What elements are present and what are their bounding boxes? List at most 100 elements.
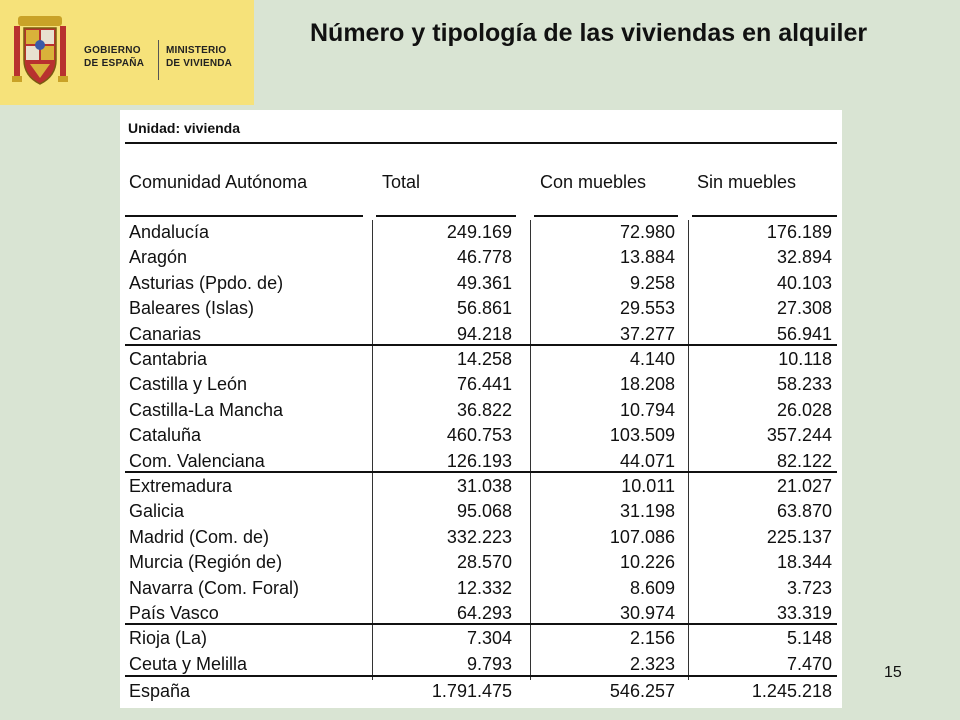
coat-of-arms-icon xyxy=(12,16,68,85)
table-row: Aragón 46.778 13.884 32.894 xyxy=(120,245,842,270)
group-rule xyxy=(125,471,837,473)
table-row: Madrid (Com. de) 332.223 107.086 225.137 xyxy=(120,525,842,550)
header-region: Comunidad Autónoma xyxy=(129,172,308,192)
unfurnished-cell: 1.245.218 xyxy=(751,681,832,702)
column-divider xyxy=(688,220,689,680)
unfurnished-cell: 40.103 xyxy=(776,272,832,293)
region-cell: Ceuta y Melilla xyxy=(129,653,248,674)
table-row: Cantabria 14.258 4.140 10.118 xyxy=(120,347,842,372)
unfurnished-cell: 56.941 xyxy=(776,323,832,344)
total-cell: 28.570 xyxy=(456,552,512,573)
total-cell: 9.793 xyxy=(466,653,512,674)
total-row: España 1.791.475 546.257 1.245.218 xyxy=(120,679,842,704)
furnished-cell: 10.794 xyxy=(619,399,675,420)
furnished-cell: 9.258 xyxy=(629,272,675,293)
furnished-cell: 4.140 xyxy=(629,349,675,369)
table-row: Castilla y León 76.441 18.208 58.233 xyxy=(120,372,842,397)
total-cell: 36.822 xyxy=(456,399,512,420)
unfurnished-cell: 82.122 xyxy=(776,450,832,471)
header-rule-unfurnished xyxy=(692,215,837,217)
total-rule xyxy=(125,675,837,677)
total-cell: 76.441 xyxy=(456,374,512,395)
table-row: Baleares (Islas) 56.861 29.553 27.308 xyxy=(120,296,842,321)
table-row: Navarra (Com. Foral) 12.332 8.609 3.723 xyxy=(120,576,842,601)
total-cell: 95.068 xyxy=(456,501,512,522)
table-row: País Vasco 64.293 30.974 33.319 xyxy=(120,601,842,626)
unfurnished-cell: 26.028 xyxy=(776,399,832,420)
region-cell: Rioja (La) xyxy=(129,628,208,649)
table-unit-label: Unidad: vivienda xyxy=(128,120,241,136)
total-cell: 249.169 xyxy=(446,222,512,242)
furnished-cell: 103.509 xyxy=(609,425,675,446)
header-unfurnished: Sin muebles xyxy=(697,172,797,192)
furnished-cell: 72.980 xyxy=(619,222,675,242)
furnished-cell: 31.198 xyxy=(619,501,675,522)
table-row: Murcia (Región de) 28.570 10.226 18.344 xyxy=(120,550,842,575)
header-furnished: Con muebles xyxy=(540,172,647,192)
unfurnished-cell: 5.148 xyxy=(786,628,832,649)
header-rule-total xyxy=(376,215,516,217)
table-row: Asturias (Ppdo. de) 49.361 9.258 40.103 xyxy=(120,271,842,296)
total-cell: 1.791.475 xyxy=(431,681,512,702)
page-number: 15 xyxy=(884,664,902,681)
region-cell: País Vasco xyxy=(129,603,219,623)
header-total: Total xyxy=(382,172,421,192)
header-rule-furnished xyxy=(534,215,678,217)
column-divider xyxy=(372,220,373,680)
table-row: Castilla-La Mancha 36.822 10.794 26.028 xyxy=(120,398,842,423)
region-cell: Com. Valenciana xyxy=(129,450,265,471)
unfurnished-cell: 21.027 xyxy=(776,476,832,496)
region-cell: España xyxy=(129,681,191,702)
region-cell: Cantabria xyxy=(129,349,208,369)
total-cell: 12.332 xyxy=(456,577,512,598)
unfurnished-cell: 27.308 xyxy=(776,298,832,319)
furnished-cell: 30.974 xyxy=(619,603,675,623)
unfurnished-cell: 357.244 xyxy=(766,425,832,446)
region-cell: Canarias xyxy=(129,323,202,344)
furnished-cell: 37.277 xyxy=(619,323,675,344)
furnished-cell: 44.071 xyxy=(619,450,675,471)
unfurnished-cell: 10.118 xyxy=(778,349,832,369)
total-cell: 94.218 xyxy=(456,323,512,344)
table-row: Galicia 95.068 31.198 63.870 xyxy=(120,499,842,524)
logo-separator xyxy=(158,40,159,80)
unfurnished-cell: 176.189 xyxy=(766,222,832,242)
furnished-cell: 8.609 xyxy=(629,577,675,598)
region-cell: Cataluña xyxy=(129,425,202,446)
region-cell: Baleares (Islas) xyxy=(129,298,255,319)
total-cell: 31.038 xyxy=(456,476,512,496)
furnished-cell: 2.156 xyxy=(629,628,675,649)
page-title: Número y tipología de las viviendas en a… xyxy=(310,19,868,47)
total-cell: 126.193 xyxy=(446,450,512,471)
government-logo: GOBIERNO DE ESPAÑA MINISTERIO DE VIVIEND… xyxy=(0,0,254,105)
table-row: Canarias 94.218 37.277 56.941 xyxy=(120,322,842,347)
region-cell: Asturias (Ppdo. de) xyxy=(129,272,284,293)
unfurnished-cell: 32.894 xyxy=(776,247,832,268)
region-cell: Castilla y León xyxy=(129,374,248,395)
total-cell: 56.861 xyxy=(456,298,512,319)
government-name: GOBIERNO DE ESPAÑA xyxy=(84,45,145,69)
furnished-cell: 29.553 xyxy=(619,298,675,319)
group-rule xyxy=(125,623,837,625)
table-row: Extremadura 31.038 10.011 21.027 xyxy=(120,474,842,499)
region-cell: Extremadura xyxy=(129,476,233,496)
total-cell: 49.361 xyxy=(456,272,512,293)
unfurnished-cell: 18.344 xyxy=(776,552,832,573)
furnished-cell: 2.323 xyxy=(629,653,675,674)
region-cell: Madrid (Com. de) xyxy=(129,526,270,547)
data-table: Unidad: vivienda Comunidad Autónoma Tota… xyxy=(120,110,842,708)
group-rule xyxy=(125,344,837,346)
table-row: Com. Valenciana 126.193 44.071 82.122 xyxy=(120,449,842,474)
furnished-cell: 546.257 xyxy=(609,681,675,702)
region-cell: Galicia xyxy=(129,501,185,522)
furnished-cell: 18.208 xyxy=(619,374,675,395)
unfurnished-cell: 58.233 xyxy=(776,374,832,395)
total-cell: 7.304 xyxy=(466,628,512,649)
table-row: Cataluña 460.753 103.509 357.244 xyxy=(120,423,842,448)
total-cell: 460.753 xyxy=(446,425,512,446)
unfurnished-cell: 3.723 xyxy=(786,577,832,598)
furnished-cell: 10.226 xyxy=(619,552,675,573)
region-cell: Navarra (Com. Foral) xyxy=(129,577,300,598)
ministry-name: MINISTERIO DE VIVIENDA xyxy=(166,45,233,69)
total-cell: 46.778 xyxy=(456,247,512,268)
